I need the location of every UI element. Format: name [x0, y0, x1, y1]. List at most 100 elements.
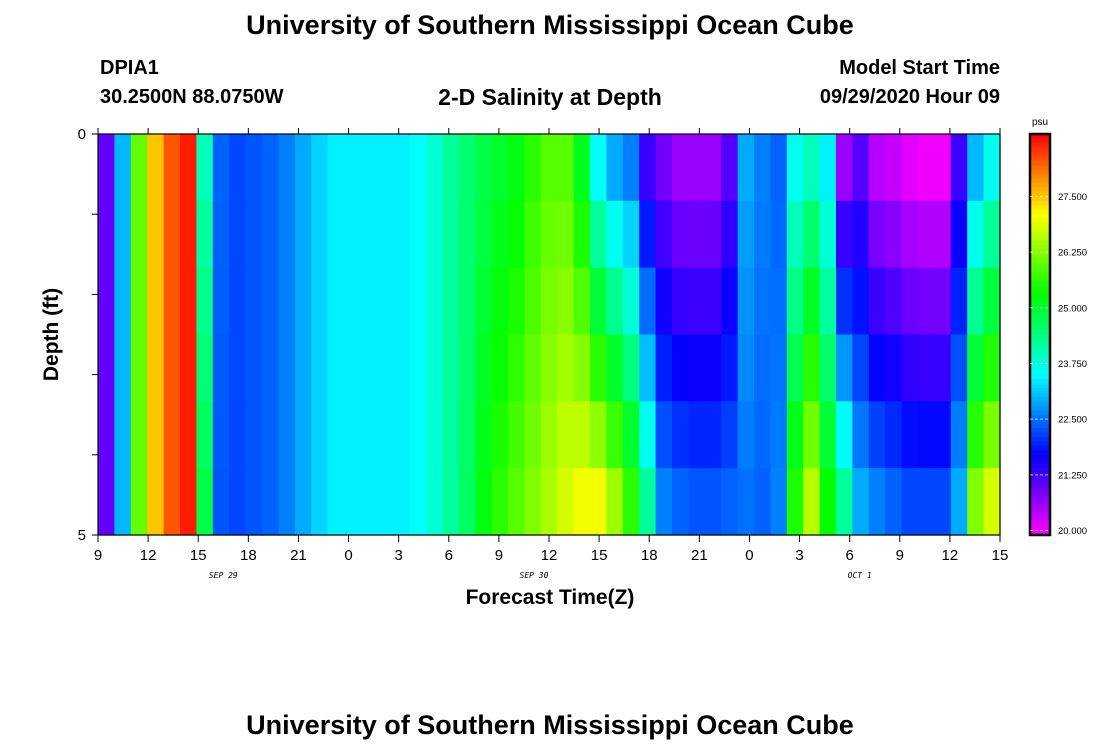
x-tick-label: 15	[591, 547, 608, 564]
heatmap-cell	[852, 134, 870, 202]
colorbar-label: 20.000	[1058, 526, 1087, 537]
colorbar-segment	[1030, 267, 1050, 273]
heatmap-cell	[540, 267, 558, 336]
heatmap-cell	[360, 334, 378, 402]
colorbar-segment	[1030, 387, 1050, 394]
heatmap-cell	[278, 334, 296, 402]
heatmap-cell	[622, 200, 640, 269]
heatmap-cell	[573, 468, 591, 536]
colorbar-segment	[1030, 236, 1050, 242]
heatmap-cell	[180, 401, 197, 469]
heatmap-cell	[803, 267, 821, 336]
heatmap-cell	[770, 334, 788, 402]
heatmap-cell	[934, 134, 952, 202]
colorbar-segment	[1030, 205, 1050, 211]
heatmap-cell	[114, 334, 132, 402]
heatmap-cell	[426, 334, 443, 402]
heatmap-cell	[852, 200, 870, 269]
heatmap-cell	[573, 401, 591, 469]
heatmap-cell	[278, 200, 296, 269]
heatmap-cell	[590, 401, 607, 469]
heatmap-cell	[983, 134, 1001, 202]
model-start-label: Model Start Time	[839, 57, 1000, 79]
heatmap-cell	[967, 468, 985, 536]
colorbar-segment	[1030, 321, 1050, 327]
heatmap-cell	[557, 334, 575, 402]
heatmap-cell	[688, 334, 706, 402]
heatmap-cell	[98, 401, 115, 469]
colorbar-segment	[1030, 218, 1050, 224]
heatmap-cell	[639, 401, 657, 469]
heatmap-cell	[950, 134, 968, 202]
colorbar-segment	[1030, 258, 1050, 264]
heatmap-cell	[721, 134, 739, 202]
heatmap-cell	[819, 200, 837, 269]
heatmap-cell	[836, 401, 853, 469]
heatmap-cell	[704, 267, 722, 336]
heatmap-cell	[590, 200, 607, 269]
heatmap-cell	[622, 401, 640, 469]
colorbar-segment	[1030, 156, 1050, 162]
colorbar-segment	[1030, 521, 1050, 527]
heatmap-cell	[344, 134, 361, 202]
heatmap-cell	[114, 267, 132, 336]
heatmap-cell	[868, 267, 886, 336]
heatmap-cell	[311, 200, 329, 269]
colorbar-segment	[1030, 441, 1050, 447]
colorbar-segment	[1030, 325, 1050, 331]
heatmap-cell	[327, 134, 345, 202]
heatmap-cell	[229, 134, 247, 202]
colorbar-segment	[1030, 392, 1050, 398]
heatmap-cell	[819, 134, 837, 202]
colorbar-segment	[1030, 178, 1050, 184]
colorbar-segment	[1030, 187, 1050, 193]
heatmap-cell	[819, 468, 837, 536]
heatmap-cell	[754, 267, 771, 336]
station-location: 30.2500N 88.0750W	[100, 86, 284, 108]
heatmap-cell	[393, 468, 411, 536]
heatmap-cell	[376, 468, 394, 536]
heatmap-cell	[819, 334, 837, 402]
heatmap-cell	[786, 468, 804, 536]
colorbar-frame	[1028, 132, 1052, 537]
heatmap-cell	[819, 401, 837, 469]
heatmap-cell	[327, 334, 345, 402]
colorbar-segment	[1030, 347, 1050, 353]
colorbar-segment	[1030, 477, 1050, 483]
colorbar-segment	[1030, 174, 1050, 180]
heatmap-cell	[967, 334, 985, 402]
heatmap-cell	[852, 468, 870, 536]
heatmap-cell	[458, 267, 476, 336]
heatmap-cell	[606, 468, 624, 536]
heatmap-cell	[426, 200, 443, 269]
heatmap-cell	[229, 334, 247, 402]
x-tick-label: 12	[541, 547, 558, 564]
heatmap-cell	[426, 267, 443, 336]
heatmap-cell	[147, 200, 165, 269]
heatmap-cell	[885, 134, 903, 202]
heatmap-cell	[180, 200, 197, 269]
heatmap-cell	[130, 200, 148, 269]
heatmap-cell	[376, 200, 394, 269]
heatmap-cell	[294, 267, 312, 336]
colorbar-segment	[1030, 503, 1050, 509]
heatmap-cell	[491, 401, 509, 469]
heatmap-cell	[754, 200, 771, 269]
heatmap-cell	[458, 468, 476, 536]
heatmap-cell	[393, 334, 411, 402]
heatmap-cell	[245, 200, 263, 269]
heatmap-cell	[622, 134, 640, 202]
heatmap-cell	[163, 468, 181, 536]
colorbar-segment	[1030, 303, 1050, 309]
heatmap-cell	[786, 334, 804, 402]
heatmap-cell	[245, 334, 263, 402]
heatmap-cell	[393, 200, 411, 269]
heatmap-cell	[803, 468, 821, 536]
heatmap-cell	[688, 200, 706, 269]
x-tick-label: 0	[344, 547, 352, 564]
x-tick-label: 9	[495, 547, 503, 564]
heatmap-cell	[606, 401, 624, 469]
x-tick-label: 18	[240, 547, 257, 564]
heatmap-cell	[836, 334, 853, 402]
